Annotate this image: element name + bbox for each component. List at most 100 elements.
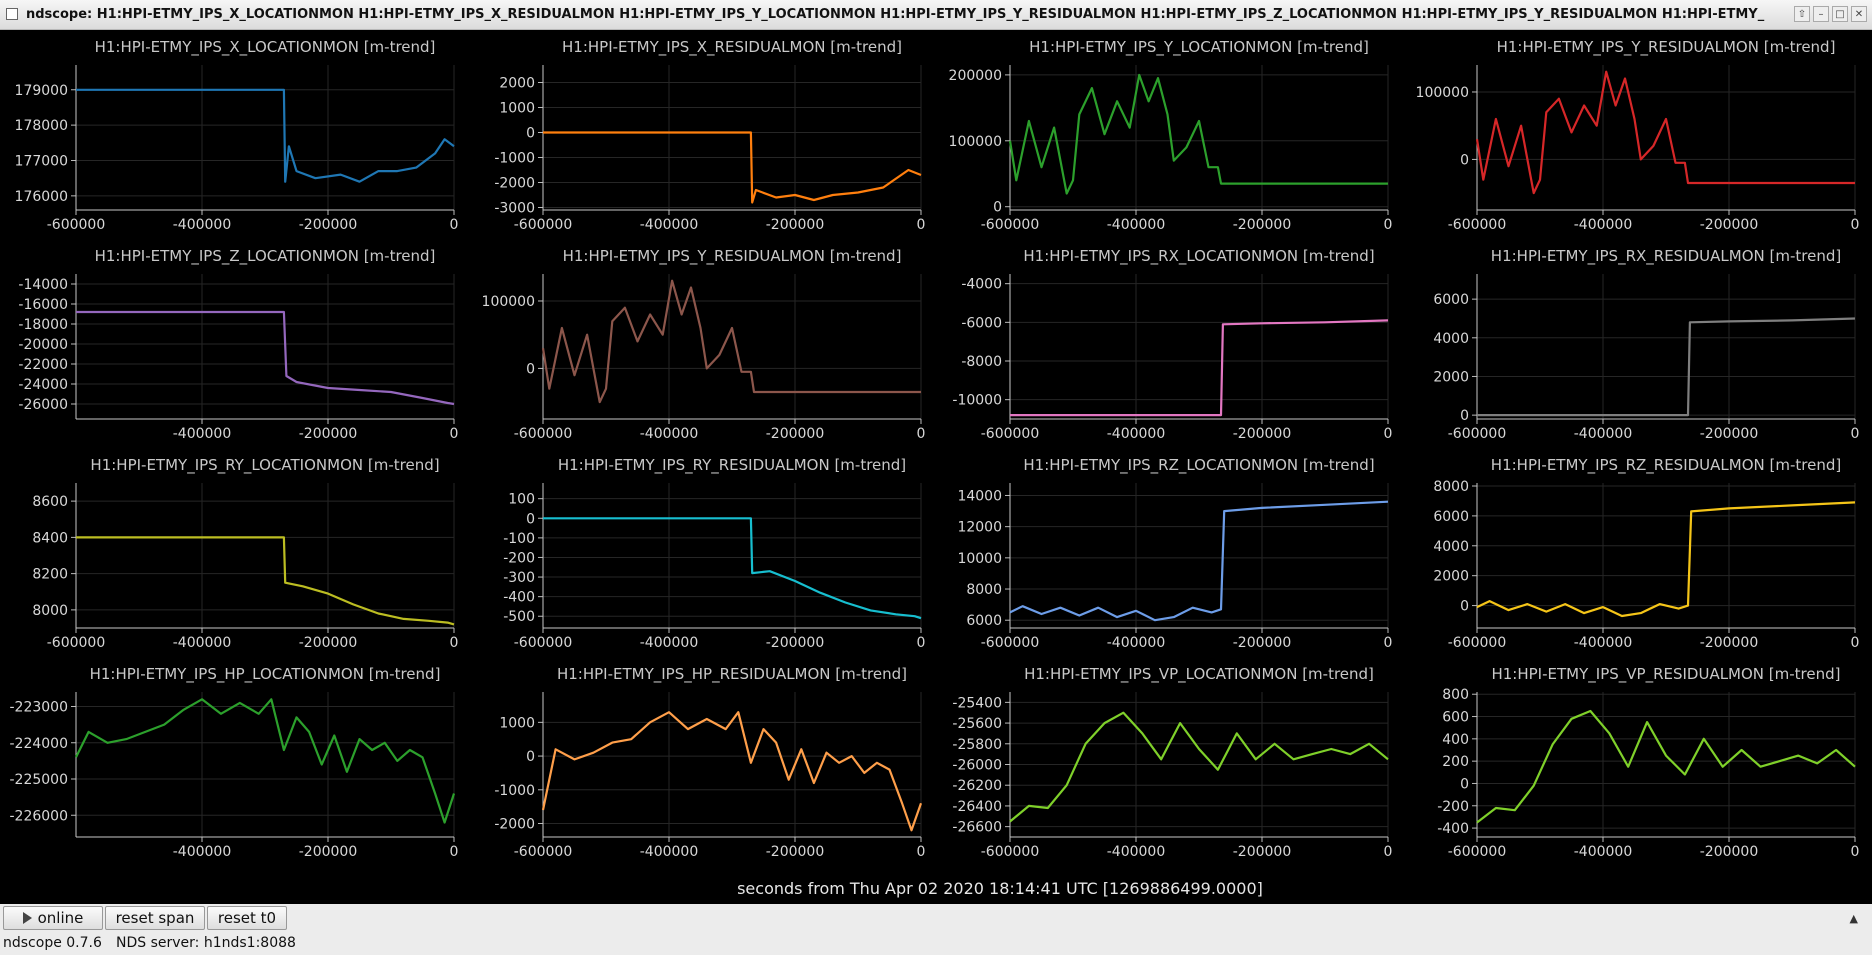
- y-tick-label: -400: [503, 590, 535, 606]
- x-tick-label: -200000: [1700, 844, 1759, 860]
- plot-title: H1:HPI-ETMY_IPS_RZ_LOCATIONMON [m-trend]: [1023, 456, 1374, 475]
- y-tick-label: 0: [993, 200, 1002, 216]
- x-tick-label: -200000: [299, 426, 358, 442]
- window-titlebar: ndscope: H1:HPI-ETMY_IPS_X_LOCATIONMON H…: [0, 0, 1872, 30]
- y-tick-label: 4000: [1433, 539, 1469, 555]
- y-tick-label: -26400: [952, 799, 1002, 815]
- y-tick-label: 6000: [1433, 509, 1469, 525]
- x-tick-label: -400000: [640, 426, 699, 442]
- plot-panel-13[interactable]: H1:HPI-ETMY_IPS_HP_LOCATIONMON [m-trend]…: [10, 665, 459, 860]
- y-tick-label: -26200: [952, 778, 1002, 794]
- x-tick-label: 0: [1851, 426, 1860, 442]
- reset-span-button[interactable]: reset span: [105, 906, 205, 930]
- plot-panel-1[interactable]: H1:HPI-ETMY_IPS_X_LOCATIONMON [m-trend] -…: [15, 38, 459, 233]
- x-tick-label: 0: [1384, 635, 1393, 651]
- x-tick-label: 0: [450, 426, 459, 442]
- x-tick-label: -200000: [1233, 217, 1292, 233]
- y-tick-label: 0: [1460, 152, 1469, 168]
- plot-panel-8[interactable]: H1:HPI-ETMY_IPS_RX_RESIDUALMON [m-trend]…: [1433, 247, 1859, 442]
- reset-t0-button[interactable]: reset t0: [207, 906, 287, 930]
- y-tick-label: 0: [1460, 408, 1469, 424]
- y-tick-label: -18000: [18, 317, 68, 333]
- y-tick-label: 4000: [1433, 331, 1469, 347]
- y-tick-label: -25600: [952, 716, 1002, 732]
- y-tick-label: -300: [503, 570, 535, 586]
- plot-title: H1:HPI-ETMY_IPS_RX_LOCATIONMON [m-trend]: [1023, 247, 1374, 266]
- x-tick-label: -400000: [173, 217, 232, 233]
- x-tick-label: -400000: [640, 844, 699, 860]
- y-tick-label: 8000: [1433, 479, 1469, 495]
- x-tick-label: -600000: [514, 217, 573, 233]
- close-icon[interactable]: ✕: [1851, 6, 1867, 22]
- y-tick-label: -14000: [18, 277, 68, 293]
- series-line: [1008, 73, 1388, 195]
- collapse-arrow-icon[interactable]: ▲: [1849, 912, 1858, 925]
- toolbar: online reset span reset t0 ▲: [0, 904, 1872, 932]
- plot-title: H1:HPI-ETMY_IPS_RY_LOCATIONMON [m-trend]: [90, 456, 439, 475]
- series-line: [541, 279, 921, 404]
- plot-panel-4[interactable]: H1:HPI-ETMY_IPS_Y_RESIDUALMON [m-trend] -…: [1416, 38, 1860, 233]
- plot-panel-3[interactable]: H1:HPI-ETMY_IPS_Y_LOCATIONMON [m-trend] -…: [949, 38, 1393, 233]
- x-tick-label: -400000: [1107, 635, 1166, 651]
- version-label: ndscope 0.7.6: [3, 935, 102, 951]
- series-line: [543, 131, 922, 204]
- plot-title: H1:HPI-ETMY_IPS_VP_LOCATIONMON [m-trend]: [1024, 665, 1374, 684]
- y-tick-label: -400: [1437, 821, 1469, 837]
- plot-panel-2[interactable]: H1:HPI-ETMY_IPS_X_RESIDUALMON [m-trend] -…: [494, 38, 925, 233]
- y-tick-label: -22000: [18, 357, 68, 373]
- plot-panel-5[interactable]: H1:HPI-ETMY_IPS_Z_LOCATIONMON [m-trend] -…: [18, 247, 458, 442]
- x-tick-label: -600000: [47, 635, 106, 651]
- x-tick-label: -400000: [1107, 426, 1166, 442]
- series-line: [1476, 501, 1856, 618]
- plot-title: H1:HPI-ETMY_IPS_X_LOCATIONMON [m-trend]: [95, 38, 436, 57]
- x-tick-label: -600000: [1448, 844, 1507, 860]
- series-line: [76, 88, 455, 183]
- x-tick-label: -600000: [1448, 217, 1507, 233]
- x-tick-label: 0: [917, 217, 926, 233]
- play-icon: [22, 912, 32, 924]
- y-tick-label: -3000: [494, 201, 535, 217]
- y-tick-label: -20000: [18, 337, 68, 353]
- plot-panel-14[interactable]: H1:HPI-ETMY_IPS_HP_RESIDUALMON [m-trend]…: [494, 665, 925, 860]
- plot-panel-12[interactable]: H1:HPI-ETMY_IPS_RZ_RESIDUALMON [m-trend]…: [1433, 456, 1859, 651]
- maximize-icon[interactable]: □: [1832, 6, 1848, 22]
- plot-area[interactable]: seconds from Thu Apr 02 2020 18:14:41 UT…: [0, 30, 1872, 904]
- y-tick-label: 12000: [957, 520, 1002, 536]
- series-line: [76, 536, 455, 626]
- up-arrow-icon[interactable]: ⇧: [1794, 6, 1810, 22]
- x-tick-label: -200000: [299, 844, 358, 860]
- y-tick-label: -100: [503, 531, 535, 547]
- online-button[interactable]: online: [3, 906, 103, 930]
- y-tick-label: -223000: [10, 700, 69, 716]
- window-title: ndscope: H1:HPI-ETMY_IPS_X_LOCATIONMON H…: [26, 7, 1765, 22]
- plot-panel-16[interactable]: H1:HPI-ETMY_IPS_VP_RESIDUALMON [m-trend]…: [1437, 665, 1859, 860]
- y-tick-label: -200: [503, 550, 535, 566]
- y-tick-label: -26000: [18, 397, 68, 413]
- plot-title: H1:HPI-ETMY_IPS_Y_LOCATIONMON [m-trend]: [1029, 38, 1369, 57]
- y-tick-label: 200: [1442, 754, 1469, 770]
- status-bar: ndscope 0.7.6 NDS server: h1nds1:8088: [0, 932, 1872, 955]
- minimize-icon[interactable]: –: [1813, 6, 1829, 22]
- x-tick-label: 0: [1851, 217, 1860, 233]
- x-tick-label: 0: [450, 635, 459, 651]
- plot-title: H1:HPI-ETMY_IPS_RX_RESIDUALMON [m-trend]: [1491, 247, 1841, 266]
- x-tick-label: 0: [1384, 844, 1393, 860]
- plot-title: H1:HPI-ETMY_IPS_X_RESIDUALMON [m-trend]: [562, 38, 902, 57]
- x-tick-label: 0: [1384, 217, 1393, 233]
- plot-panel-6[interactable]: H1:HPI-ETMY_IPS_Y_RESIDUALMON [m-trend] -…: [482, 247, 926, 442]
- series-line: [75, 698, 456, 824]
- plot-title: H1:HPI-ETMY_IPS_Z_LOCATIONMON [m-trend]: [95, 247, 436, 266]
- plot-panel-7[interactable]: H1:HPI-ETMY_IPS_RX_LOCATIONMON [m-trend]…: [952, 247, 1392, 442]
- plot-grid[interactable]: seconds from Thu Apr 02 2020 18:14:41 UT…: [0, 30, 1872, 904]
- plot-panel-11[interactable]: H1:HPI-ETMY_IPS_RZ_LOCATIONMON [m-trend]…: [957, 456, 1392, 651]
- y-tick-label: -26600: [952, 820, 1002, 836]
- plot-panel-10[interactable]: H1:HPI-ETMY_IPS_RY_RESIDUALMON [m-trend]…: [503, 456, 925, 651]
- x-tick-label: -200000: [766, 635, 825, 651]
- plot-panel-15[interactable]: H1:HPI-ETMY_IPS_VP_LOCATIONMON [m-trend]…: [952, 665, 1392, 860]
- y-tick-label: -10000: [952, 393, 1002, 409]
- x-tick-label: 0: [917, 844, 926, 860]
- y-tick-label: -24000: [18, 377, 68, 393]
- y-tick-label: 8000: [32, 603, 68, 619]
- y-tick-label: -226000: [10, 808, 69, 824]
- plot-panel-9[interactable]: H1:HPI-ETMY_IPS_RY_LOCATIONMON [m-trend]…: [32, 456, 458, 651]
